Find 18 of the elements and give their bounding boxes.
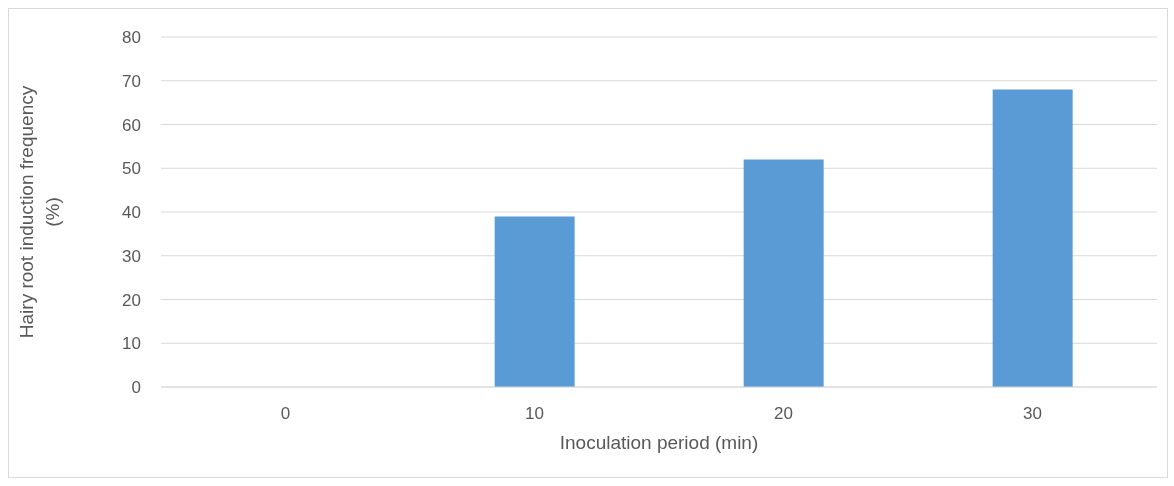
y-tick-label: 70 <box>122 71 141 91</box>
bar <box>992 89 1073 387</box>
y-tick-label: 50 <box>122 159 141 179</box>
x-tick-label: 20 <box>774 404 793 424</box>
bar <box>743 159 824 387</box>
x-tick-label: 30 <box>1023 404 1042 424</box>
x-tick-label: 10 <box>525 404 544 424</box>
y-tick-label: 80 <box>122 28 141 48</box>
y-tick-label: 40 <box>122 203 141 223</box>
x-tick-label: 0 <box>280 404 291 424</box>
y-tick-label: 0 <box>131 378 141 398</box>
bar <box>494 216 575 387</box>
y-axis-title: Hairy root induction frequency (%) <box>16 85 63 339</box>
y-tick-label: 10 <box>122 334 141 354</box>
y-tick-label: 30 <box>122 246 141 266</box>
y-tick-label: 60 <box>122 115 141 135</box>
x-axis-title: Inoculation period (min) <box>559 432 759 453</box>
y-tick-label: 20 <box>122 290 141 310</box>
